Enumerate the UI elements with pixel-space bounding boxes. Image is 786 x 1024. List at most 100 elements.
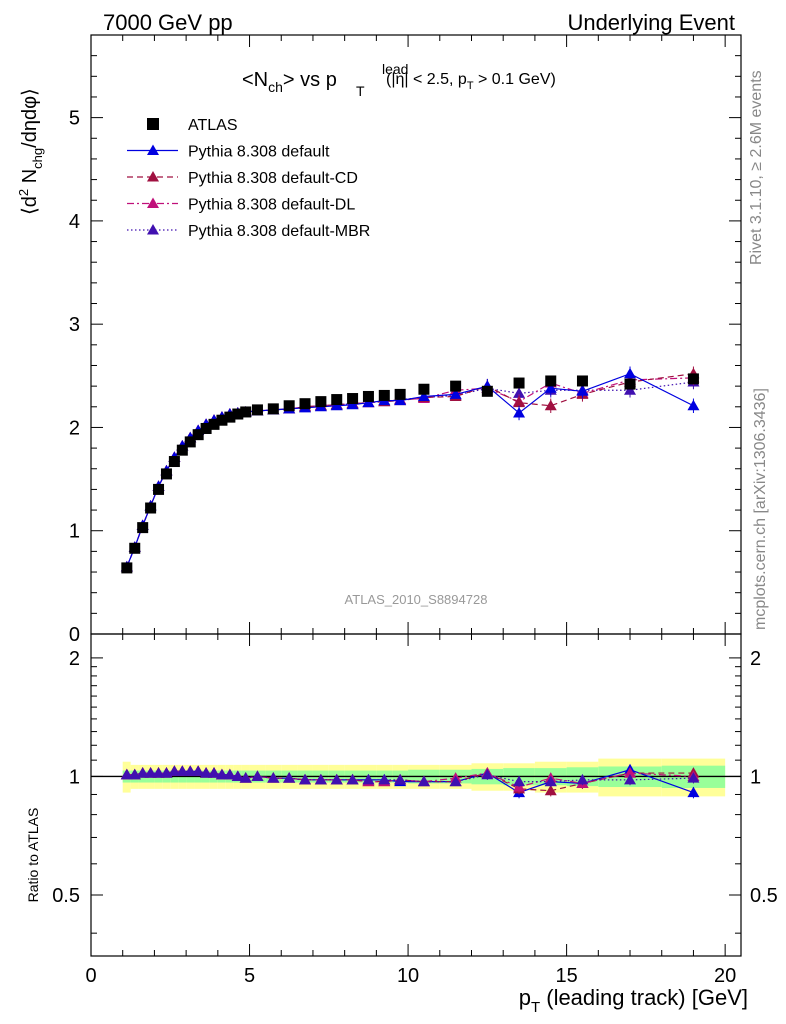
ratio-point [378, 773, 391, 785]
ratio-y-axis-label: Ratio to ATLAS [25, 808, 41, 903]
atlas-point [232, 408, 244, 420]
y-tick-label-right: 1 [750, 766, 761, 788]
ratio-point [481, 768, 494, 780]
ratio-point [267, 772, 280, 783]
ratio-point [152, 767, 165, 778]
x-axis-label: pT (leading track) [GeV] [519, 985, 748, 1016]
data-point [417, 390, 430, 401]
atlas-point [129, 542, 141, 554]
atlas-point [208, 418, 220, 430]
ratio-point [544, 775, 557, 787]
y-tick-label-right: 2 [750, 648, 761, 670]
ratio-point [239, 772, 252, 783]
header-right: Underlying Event [567, 10, 735, 35]
atlas-point [418, 383, 430, 395]
ratio-point [513, 775, 526, 787]
legend-marker [147, 118, 159, 130]
y-tick-label: 2 [69, 417, 80, 439]
atlas-point [145, 502, 157, 514]
ratio-point [231, 770, 244, 781]
atlas-point [137, 522, 149, 534]
legend-label: Pythia 8.308 default-DL [188, 197, 355, 214]
series-line [126, 373, 694, 568]
main-panel: 0 1 2 3 4 5 <Nch> vs p lead T (|η| < 2.5, pT … [16, 34, 742, 646]
ratio-point [144, 767, 157, 778]
ratio-point [417, 775, 430, 787]
atlas-point [153, 483, 165, 495]
x-tick-label: 10 [397, 965, 419, 987]
y-tick-label: 0.5 [52, 885, 80, 907]
atlas-point [362, 390, 374, 402]
atlas-point [267, 403, 279, 415]
plot-title-sub: T [356, 83, 365, 99]
data-point [687, 399, 700, 411]
atlas-point [450, 380, 462, 392]
data-point [513, 396, 526, 408]
y-tick-label: 1 [69, 766, 80, 788]
ratio-point [624, 773, 637, 785]
data-point [544, 399, 557, 411]
atlas-point [121, 562, 133, 574]
ratio-point [544, 784, 557, 796]
data-point [513, 406, 526, 418]
atlas-point [283, 400, 295, 412]
atlas-point [160, 468, 172, 480]
data-point [449, 388, 462, 399]
ratio-point [687, 786, 700, 798]
ratio-panel-frame [90, 633, 742, 957]
ratio-point [184, 765, 197, 776]
ratio-point [624, 767, 637, 778]
ratio-point [200, 767, 213, 778]
main-panel-ticks [90, 34, 741, 635]
legend-marker [147, 171, 159, 182]
ratio-point [449, 775, 462, 787]
atlas-point [394, 388, 406, 400]
atlas-point [481, 385, 493, 397]
atlas-point [576, 375, 588, 387]
legend-label: Pythia 8.308 default-CD [188, 170, 358, 187]
ratio-point [136, 767, 149, 778]
atlas-point [192, 429, 204, 441]
header-left: 7000 GeV pp [103, 10, 233, 35]
legend-label: Pythia 8.308 default-MBR [188, 223, 370, 240]
main-panel-data [120, 366, 700, 574]
ratio-panel-ticks [90, 634, 741, 956]
y-tick-label: 1 [69, 521, 80, 543]
series-line [126, 377, 694, 568]
x-tick-label: 20 [714, 965, 736, 987]
y-tick-label: 4 [69, 211, 80, 233]
ratio-point [346, 773, 359, 785]
legend-marker [147, 144, 159, 155]
ratio-point [687, 772, 700, 783]
y-tick-label: 5 [69, 108, 80, 130]
side-label-rivet: Rivet 3.1.10, ≥ 2.6M events [748, 70, 765, 265]
ratio-panel-ytick-labels: 0.5 0.5 1 1 2 2 [52, 648, 778, 907]
series-line [126, 373, 694, 568]
atlas-point [378, 389, 390, 401]
legend: ATLAS Pythia 8.308 default Pythia 8.308 de… [127, 117, 370, 240]
main-panel-ytick-labels: 0 1 2 3 4 5 [69, 108, 80, 646]
ratio-point [251, 770, 264, 781]
ratio-point [223, 768, 236, 780]
atlas-point [513, 377, 525, 389]
ratio-uncertainty-bands [91, 758, 741, 797]
ratio-point [168, 765, 181, 776]
ratio-point [394, 773, 407, 785]
atlas-point [331, 394, 343, 406]
data-point [576, 385, 589, 396]
ratio-line [126, 770, 694, 788]
series-line [126, 381, 694, 568]
atlas-point [687, 373, 699, 385]
atlas-point [299, 398, 311, 410]
x-tick-label: 0 [85, 965, 96, 987]
x-tick-labels: 0 5 10 15 20 [85, 965, 736, 987]
ratio-point [208, 767, 221, 778]
ratio-point [120, 768, 133, 780]
atlas-point [624, 378, 636, 390]
atlas-point [251, 404, 263, 416]
ratio-point [576, 773, 589, 785]
atlas-point [315, 396, 327, 408]
ratio-point [283, 772, 296, 783]
atlas-point [200, 422, 212, 434]
